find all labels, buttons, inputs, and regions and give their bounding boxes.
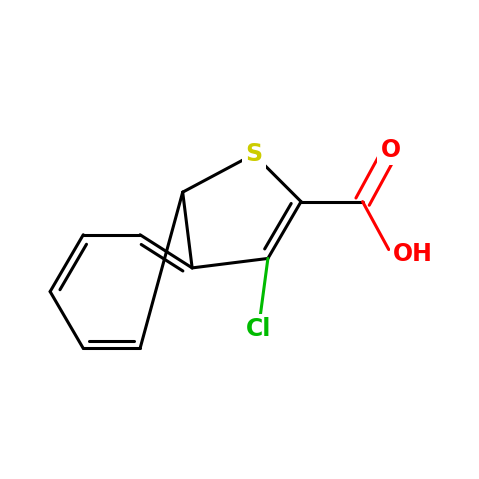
Text: S: S: [245, 142, 262, 166]
Text: Cl: Cl: [246, 318, 271, 342]
Text: O: O: [381, 137, 401, 161]
Text: OH: OH: [393, 242, 433, 266]
